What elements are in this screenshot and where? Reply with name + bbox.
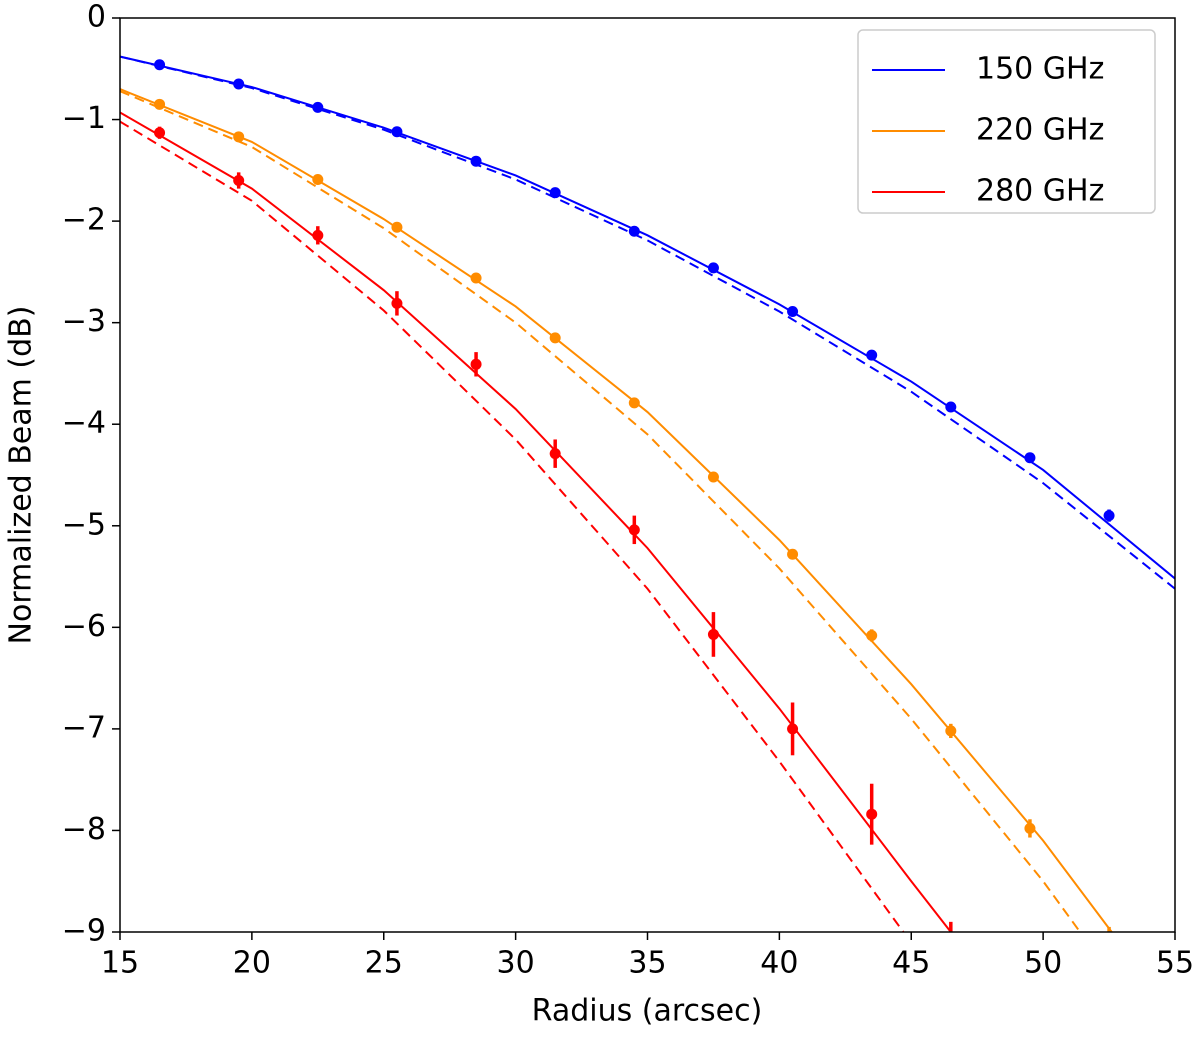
legend-box [857, 29, 1156, 214]
data-point [707, 471, 719, 483]
legend-label: 220 GHz [976, 113, 1104, 148]
plot-area [120, 55, 1175, 958]
data-point [549, 448, 561, 460]
x-tick-label: 45 [892, 946, 930, 981]
x-tick-label: 50 [1024, 946, 1062, 981]
y-tick-label: −5 [62, 507, 106, 542]
data-point [233, 78, 245, 90]
data-point [549, 187, 561, 199]
data-point [866, 349, 878, 361]
data-point [233, 174, 245, 186]
data-point [945, 401, 957, 413]
data-point [1024, 452, 1036, 464]
data-point [945, 725, 957, 737]
model-line [120, 120, 905, 932]
data-point [1106, 931, 1112, 932]
data-point [391, 126, 403, 138]
legend-label: 150 GHz [976, 52, 1104, 87]
y-tick-label: −7 [62, 710, 106, 745]
y-axis-label: Normalized Beam (dB) [4, 306, 39, 645]
x-tick-label: 20 [233, 946, 271, 981]
model-line [120, 90, 1081, 932]
fit-line [120, 55, 1175, 580]
legend-label: 280 GHz [976, 174, 1104, 209]
data-point [312, 173, 324, 185]
x-tick-label: 40 [760, 946, 798, 981]
data-point [470, 272, 482, 284]
data-point [628, 225, 640, 237]
x-tick-label: 25 [365, 946, 403, 981]
data-point [154, 98, 166, 110]
data-point [628, 397, 640, 409]
y-tick-label: −1 [62, 101, 106, 136]
data-point [470, 155, 482, 167]
data-point [945, 947, 956, 958]
y-tick-label: −8 [62, 812, 106, 847]
data-point [866, 629, 878, 641]
x-tick-label: 30 [497, 946, 535, 981]
data-point [154, 127, 166, 139]
data-point [470, 358, 482, 370]
y-tick-label: −4 [62, 406, 106, 441]
data-point [233, 131, 245, 143]
data-point [707, 628, 719, 640]
x-axis-label: Radius (arcsec) [532, 994, 763, 1029]
data-point [1103, 510, 1115, 522]
data-point [312, 101, 324, 113]
y-tick-label: −3 [62, 304, 106, 339]
data-point [866, 808, 878, 820]
fit-line [120, 88, 1113, 932]
y-tick-label: −9 [62, 914, 106, 949]
data-point [154, 59, 166, 71]
y-tick-label: −2 [62, 203, 106, 238]
model-line [120, 55, 1175, 590]
x-tick-label: 35 [628, 946, 666, 981]
y-tick-label: 0 [87, 0, 106, 35]
data-point [1024, 822, 1036, 834]
data-point [628, 524, 640, 536]
fit-line [120, 111, 952, 932]
data-point [787, 723, 799, 735]
x-tick-label: 15 [101, 946, 139, 981]
data-point [707, 262, 719, 274]
y-tick-label: −6 [62, 609, 106, 644]
data-point [312, 229, 324, 241]
data-point [549, 332, 561, 344]
data-point [787, 548, 799, 560]
data-point [391, 297, 403, 309]
data-point [391, 221, 403, 233]
data-point [787, 305, 799, 317]
x-tick-label: 55 [1156, 946, 1194, 981]
